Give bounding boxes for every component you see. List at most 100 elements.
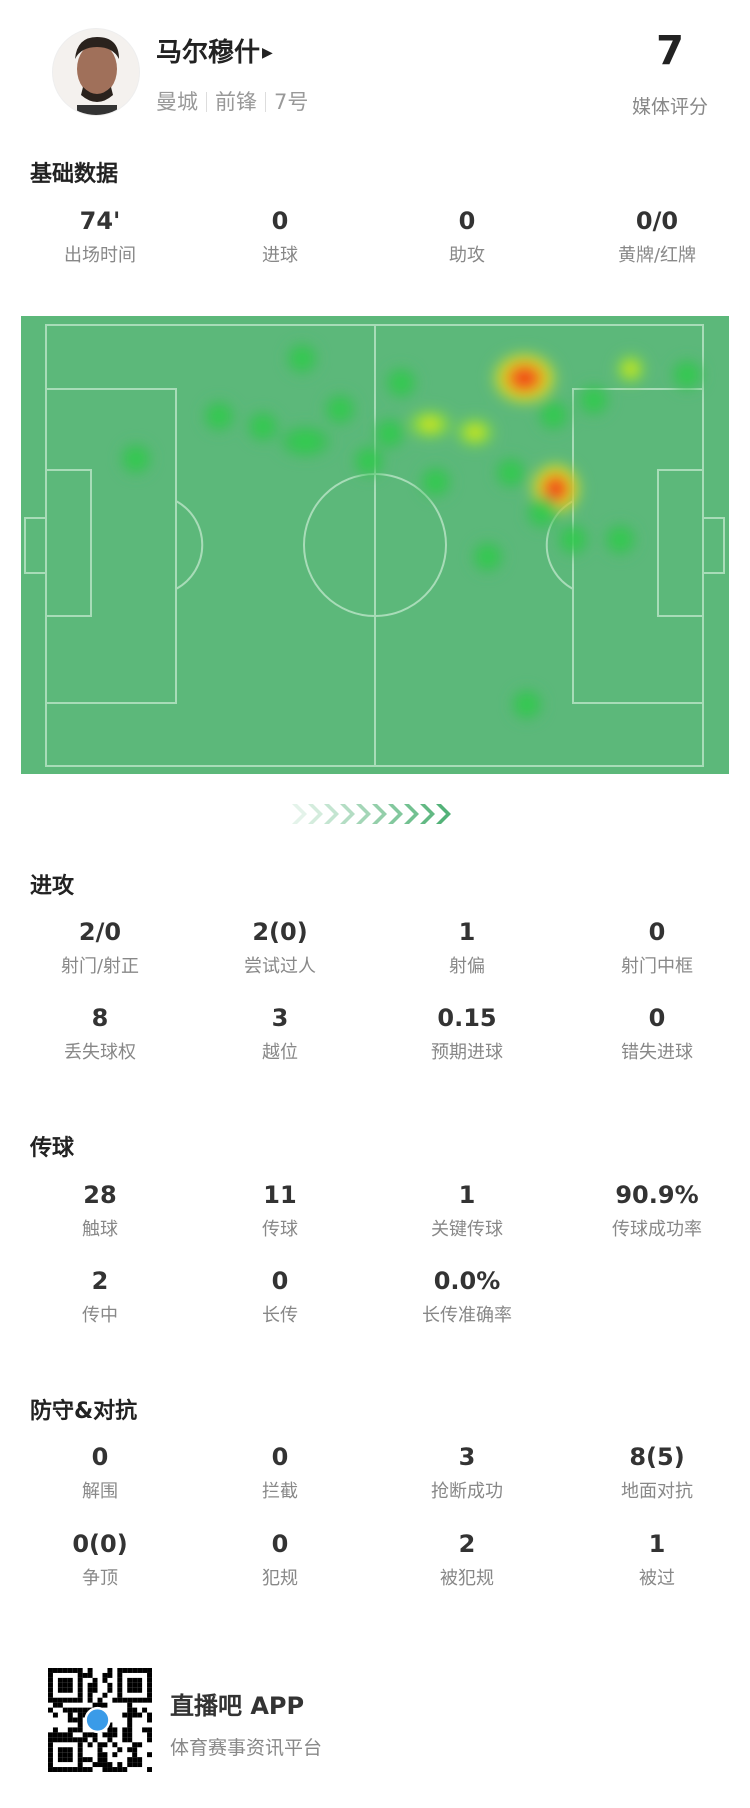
stat-label: 越位 xyxy=(262,1042,298,1063)
stat-label: 犯规 xyxy=(262,1568,298,1589)
heat-spot xyxy=(573,380,614,421)
stat-passing: 2 传中 xyxy=(10,1267,190,1327)
heat-spot xyxy=(348,441,389,482)
app-slogan: 体育赛事资讯平台 xyxy=(170,1737,323,1759)
stat-label: 抢断成功 xyxy=(431,1481,503,1502)
swipe-arrows-icon xyxy=(292,804,451,824)
section-title-basic: 基础数据 xyxy=(30,162,119,187)
stat-basic: 0/0 黄牌/红牌 xyxy=(567,207,747,267)
stat-label: 射门中框 xyxy=(621,956,693,977)
stat-label: 地面对抗 xyxy=(621,1481,693,1502)
stat-defense: 3 抢断成功 xyxy=(377,1443,557,1503)
stat-label: 长传准确率 xyxy=(422,1305,512,1326)
stat-value: 0 xyxy=(458,207,476,235)
stat-attack: 0.15 预期进球 xyxy=(377,1004,557,1064)
section-title-attack: 进攻 xyxy=(30,874,75,899)
heat-spot xyxy=(415,461,456,502)
stat-label: 丢失球权 xyxy=(64,1042,136,1063)
stat-passing: 11 传球 xyxy=(190,1181,370,1241)
chevron-right-icon xyxy=(308,804,323,824)
heat-spot xyxy=(553,519,594,560)
team: 曼城 xyxy=(156,90,198,114)
heat-spot xyxy=(273,421,338,462)
player-name[interactable]: 马尔穆什 ▶ xyxy=(156,32,273,69)
heat-spot xyxy=(199,396,240,437)
stat-value: 0 xyxy=(271,1443,289,1471)
divider xyxy=(265,92,266,112)
heat-spot xyxy=(320,389,361,430)
chevron-right-icon xyxy=(388,804,403,824)
chevron-right-icon xyxy=(292,804,307,824)
stat-value: 0 xyxy=(271,207,289,235)
stat-value: 8 xyxy=(91,1004,109,1032)
divider xyxy=(206,92,207,112)
stat-defense: 0 犯规 xyxy=(190,1530,370,1590)
heat-spot xyxy=(667,354,708,395)
stat-attack: 2/0 射门/射正 xyxy=(10,918,190,978)
stat-defense: 8(5) 地面对抗 xyxy=(567,1443,747,1503)
stat-label: 关键传球 xyxy=(431,1219,503,1240)
heat-spot xyxy=(116,438,157,479)
stat-defense: 0(0) 争顶 xyxy=(10,1530,190,1590)
stat-attack: 1 射偏 xyxy=(377,918,557,978)
chevron-right-icon xyxy=(324,804,339,824)
chevron-right-icon xyxy=(404,804,419,824)
stat-value: 0.15 xyxy=(437,1004,497,1032)
stat-passing: 0 长传 xyxy=(190,1267,370,1327)
stat-value: 1 xyxy=(458,1181,476,1209)
stat-value: 11 xyxy=(263,1181,297,1209)
heat-spot xyxy=(467,536,508,577)
stat-value: 2 xyxy=(458,1530,476,1558)
player-avatar xyxy=(52,28,140,116)
stat-label: 触球 xyxy=(82,1219,118,1240)
stat-defense: 0 拦截 xyxy=(190,1443,370,1503)
heat-spot xyxy=(490,452,531,493)
stat-attack: 3 越位 xyxy=(190,1004,370,1064)
app-name: 直播吧 APP xyxy=(170,1692,305,1720)
stat-value: 3 xyxy=(271,1004,289,1032)
stat-basic: 74' 出场时间 xyxy=(10,207,190,267)
caret-right-icon: ▶ xyxy=(262,45,273,61)
stat-label: 错失进球 xyxy=(621,1042,693,1063)
heat-spot xyxy=(600,519,641,560)
stat-label: 解围 xyxy=(82,1481,118,1502)
stat-value: 8(5) xyxy=(629,1443,685,1471)
stat-value: 2/0 xyxy=(78,918,122,946)
stat-defense: 1 被过 xyxy=(567,1530,747,1590)
stat-passing: 28 触球 xyxy=(10,1181,190,1241)
stat-value: 0 xyxy=(91,1443,109,1471)
stat-value: 0 xyxy=(271,1530,289,1558)
stat-label: 拦截 xyxy=(262,1481,298,1502)
rating-value: 7 xyxy=(656,28,684,74)
stat-value: 0 xyxy=(271,1267,289,1295)
heat-spot xyxy=(610,348,651,389)
stat-value: 90.9% xyxy=(615,1181,699,1209)
stat-label: 长传 xyxy=(262,1305,298,1326)
stat-value: 0/0 xyxy=(635,207,679,235)
chevron-right-icon xyxy=(340,804,355,824)
heat-spot xyxy=(449,412,502,453)
stat-label: 预期进球 xyxy=(431,1042,503,1063)
stat-label: 出场时间 xyxy=(64,245,136,266)
stat-label: 传球成功率 xyxy=(612,1219,702,1240)
stat-passing: 1 关键传球 xyxy=(377,1181,557,1241)
stat-basic: 0 进球 xyxy=(190,207,370,267)
heat-spot xyxy=(521,493,562,534)
stat-passing: 0.0% 长传准确率 xyxy=(377,1267,557,1327)
stat-attack: 8 丢失球权 xyxy=(10,1004,190,1064)
stat-value: 0 xyxy=(648,1004,666,1032)
stat-label: 进球 xyxy=(262,245,298,266)
chevron-right-icon xyxy=(356,804,371,824)
player-name-text: 马尔穆什 xyxy=(156,38,261,68)
heat-spot xyxy=(282,338,323,379)
stat-defense: 0 解围 xyxy=(10,1443,190,1503)
stat-value: 1 xyxy=(458,918,476,946)
heat-spot xyxy=(242,406,283,447)
heat-spot xyxy=(400,404,461,445)
stat-basic: 0 助攻 xyxy=(377,207,557,267)
shirt-number: 7号 xyxy=(274,90,309,114)
heat-spot xyxy=(533,395,574,436)
stat-value: 74' xyxy=(79,207,121,235)
stat-label: 射门/射正 xyxy=(60,956,140,977)
heat-spot xyxy=(506,684,547,725)
